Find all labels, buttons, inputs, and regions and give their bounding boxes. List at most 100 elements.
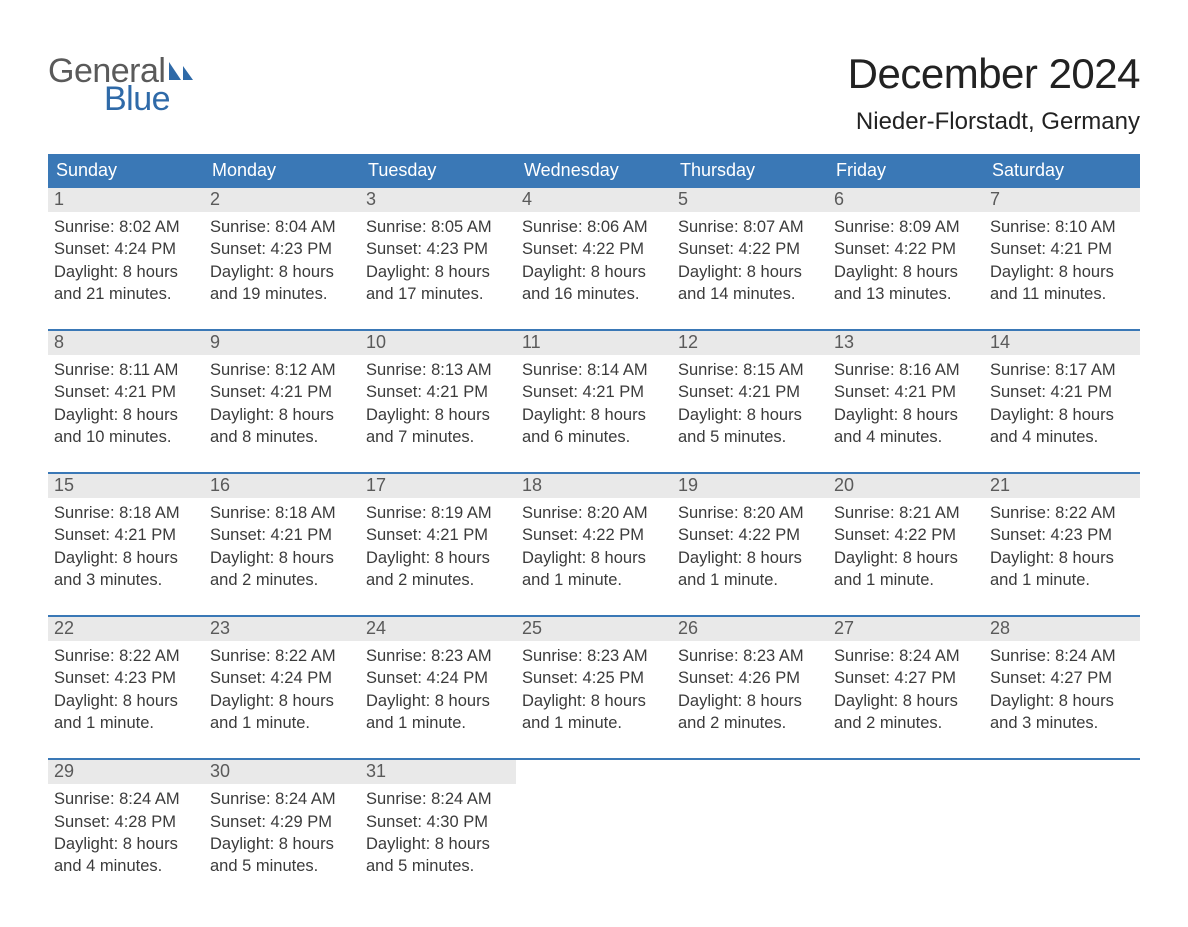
daylight-line: Daylight: 8 hours and 21 minutes. — [54, 261, 198, 306]
day-cell: 5Sunrise: 8:07 AMSunset: 4:22 PMDaylight… — [672, 188, 828, 315]
day-body: Sunrise: 8:10 AMSunset: 4:21 PMDaylight:… — [984, 212, 1140, 315]
sunrise-line: Sunrise: 8:24 AM — [54, 788, 198, 810]
sunrise-line: Sunrise: 8:22 AM — [210, 645, 354, 667]
day-number: 23 — [204, 617, 360, 641]
sunrise-line: Sunrise: 8:22 AM — [990, 502, 1134, 524]
day-body: Sunrise: 8:22 AMSunset: 4:23 PMDaylight:… — [984, 498, 1140, 601]
daylight-line: Daylight: 8 hours and 2 minutes. — [210, 547, 354, 592]
day-body: Sunrise: 8:24 AMSunset: 4:27 PMDaylight:… — [828, 641, 984, 744]
day-cell: 14Sunrise: 8:17 AMSunset: 4:21 PMDayligh… — [984, 331, 1140, 458]
sunset-line: Sunset: 4:22 PM — [678, 238, 822, 260]
daylight-line: Daylight: 8 hours and 2 minutes. — [834, 690, 978, 735]
day-number: 18 — [516, 474, 672, 498]
sunset-line: Sunset: 4:21 PM — [834, 381, 978, 403]
day-number: 24 — [360, 617, 516, 641]
day-cell: 22Sunrise: 8:22 AMSunset: 4:23 PMDayligh… — [48, 617, 204, 744]
sunset-line: Sunset: 4:28 PM — [54, 811, 198, 833]
day-number: 1 — [48, 188, 204, 212]
day-header: Friday — [828, 154, 984, 188]
day-number: 19 — [672, 474, 828, 498]
day-number: 13 — [828, 331, 984, 355]
sunrise-line: Sunrise: 8:24 AM — [366, 788, 510, 810]
day-body: Sunrise: 8:18 AMSunset: 4:21 PMDaylight:… — [204, 498, 360, 601]
sunset-line: Sunset: 4:23 PM — [366, 238, 510, 260]
day-cell: 16Sunrise: 8:18 AMSunset: 4:21 PMDayligh… — [204, 474, 360, 601]
sunset-line: Sunset: 4:21 PM — [210, 381, 354, 403]
sunset-line: Sunset: 4:21 PM — [366, 381, 510, 403]
day-cell: 27Sunrise: 8:24 AMSunset: 4:27 PMDayligh… — [828, 617, 984, 744]
day-number: 11 — [516, 331, 672, 355]
week: 1Sunrise: 8:02 AMSunset: 4:24 PMDaylight… — [48, 188, 1140, 315]
daylight-line: Daylight: 8 hours and 7 minutes. — [366, 404, 510, 449]
day-number: 26 — [672, 617, 828, 641]
day-body: Sunrise: 8:17 AMSunset: 4:21 PMDaylight:… — [984, 355, 1140, 458]
sunset-line: Sunset: 4:21 PM — [54, 524, 198, 546]
day-body: Sunrise: 8:14 AMSunset: 4:21 PMDaylight:… — [516, 355, 672, 458]
daylight-line: Daylight: 8 hours and 10 minutes. — [54, 404, 198, 449]
day-cell: 8Sunrise: 8:11 AMSunset: 4:21 PMDaylight… — [48, 331, 204, 458]
day-number: 21 — [984, 474, 1140, 498]
daylight-line: Daylight: 8 hours and 5 minutes. — [366, 833, 510, 878]
daylight-line: Daylight: 8 hours and 3 minutes. — [990, 690, 1134, 735]
daylight-line: Daylight: 8 hours and 19 minutes. — [210, 261, 354, 306]
day-body: Sunrise: 8:19 AMSunset: 4:21 PMDaylight:… — [360, 498, 516, 601]
sunrise-line: Sunrise: 8:07 AM — [678, 216, 822, 238]
sunset-line: Sunset: 4:27 PM — [834, 667, 978, 689]
sunrise-line: Sunrise: 8:19 AM — [366, 502, 510, 524]
sunrise-line: Sunrise: 8:17 AM — [990, 359, 1134, 381]
day-body: Sunrise: 8:23 AMSunset: 4:26 PMDaylight:… — [672, 641, 828, 744]
location: Nieder-Florstadt, Germany — [848, 108, 1140, 136]
day-header: Tuesday — [360, 154, 516, 188]
sunrise-line: Sunrise: 8:22 AM — [54, 645, 198, 667]
sunrise-line: Sunrise: 8:20 AM — [678, 502, 822, 524]
day-number: 12 — [672, 331, 828, 355]
sunrise-line: Sunrise: 8:23 AM — [366, 645, 510, 667]
day-cell: 20Sunrise: 8:21 AMSunset: 4:22 PMDayligh… — [828, 474, 984, 601]
daylight-line: Daylight: 8 hours and 1 minute. — [990, 547, 1134, 592]
day-header: Thursday — [672, 154, 828, 188]
day-cell: 31Sunrise: 8:24 AMSunset: 4:30 PMDayligh… — [360, 760, 516, 887]
sunrise-line: Sunrise: 8:04 AM — [210, 216, 354, 238]
day-body: Sunrise: 8:18 AMSunset: 4:21 PMDaylight:… — [48, 498, 204, 601]
logo-sail-icon — [167, 60, 197, 86]
day-body: Sunrise: 8:20 AMSunset: 4:22 PMDaylight:… — [516, 498, 672, 601]
daylight-line: Daylight: 8 hours and 5 minutes. — [678, 404, 822, 449]
day-number: 5 — [672, 188, 828, 212]
day-number: 30 — [204, 760, 360, 784]
sunset-line: Sunset: 4:22 PM — [522, 524, 666, 546]
day-body: Sunrise: 8:23 AMSunset: 4:24 PMDaylight:… — [360, 641, 516, 744]
daylight-line: Daylight: 8 hours and 4 minutes. — [834, 404, 978, 449]
sunrise-line: Sunrise: 8:21 AM — [834, 502, 978, 524]
day-number: 15 — [48, 474, 204, 498]
header: General Blue December 2024 Nieder-Florst… — [48, 50, 1140, 136]
sunset-line: Sunset: 4:30 PM — [366, 811, 510, 833]
day-number: 31 — [360, 760, 516, 784]
sunset-line: Sunset: 4:25 PM — [522, 667, 666, 689]
day-cell: 17Sunrise: 8:19 AMSunset: 4:21 PMDayligh… — [360, 474, 516, 601]
sunrise-line: Sunrise: 8:14 AM — [522, 359, 666, 381]
day-body: Sunrise: 8:16 AMSunset: 4:21 PMDaylight:… — [828, 355, 984, 458]
day-header: Saturday — [984, 154, 1140, 188]
logo: General Blue — [48, 50, 197, 116]
day-number: 28 — [984, 617, 1140, 641]
day-body: Sunrise: 8:12 AMSunset: 4:21 PMDaylight:… — [204, 355, 360, 458]
sunset-line: Sunset: 4:22 PM — [834, 238, 978, 260]
day-cell: 10Sunrise: 8:13 AMSunset: 4:21 PMDayligh… — [360, 331, 516, 458]
day-header-row: SundayMondayTuesdayWednesdayThursdayFrid… — [48, 154, 1140, 188]
sunset-line: Sunset: 4:21 PM — [990, 381, 1134, 403]
day-cell — [984, 760, 1140, 887]
sunrise-line: Sunrise: 8:24 AM — [210, 788, 354, 810]
day-cell: 18Sunrise: 8:20 AMSunset: 4:22 PMDayligh… — [516, 474, 672, 601]
day-body: Sunrise: 8:24 AMSunset: 4:30 PMDaylight:… — [360, 784, 516, 887]
sunset-line: Sunset: 4:27 PM — [990, 667, 1134, 689]
sunset-line: Sunset: 4:21 PM — [210, 524, 354, 546]
week: 22Sunrise: 8:22 AMSunset: 4:23 PMDayligh… — [48, 615, 1140, 744]
day-cell: 19Sunrise: 8:20 AMSunset: 4:22 PMDayligh… — [672, 474, 828, 601]
day-body: Sunrise: 8:09 AMSunset: 4:22 PMDaylight:… — [828, 212, 984, 315]
page: General Blue December 2024 Nieder-Florst… — [0, 0, 1188, 927]
day-number: 2 — [204, 188, 360, 212]
sunset-line: Sunset: 4:23 PM — [54, 667, 198, 689]
day-body: Sunrise: 8:22 AMSunset: 4:24 PMDaylight:… — [204, 641, 360, 744]
sunrise-line: Sunrise: 8:05 AM — [366, 216, 510, 238]
week: 8Sunrise: 8:11 AMSunset: 4:21 PMDaylight… — [48, 329, 1140, 458]
